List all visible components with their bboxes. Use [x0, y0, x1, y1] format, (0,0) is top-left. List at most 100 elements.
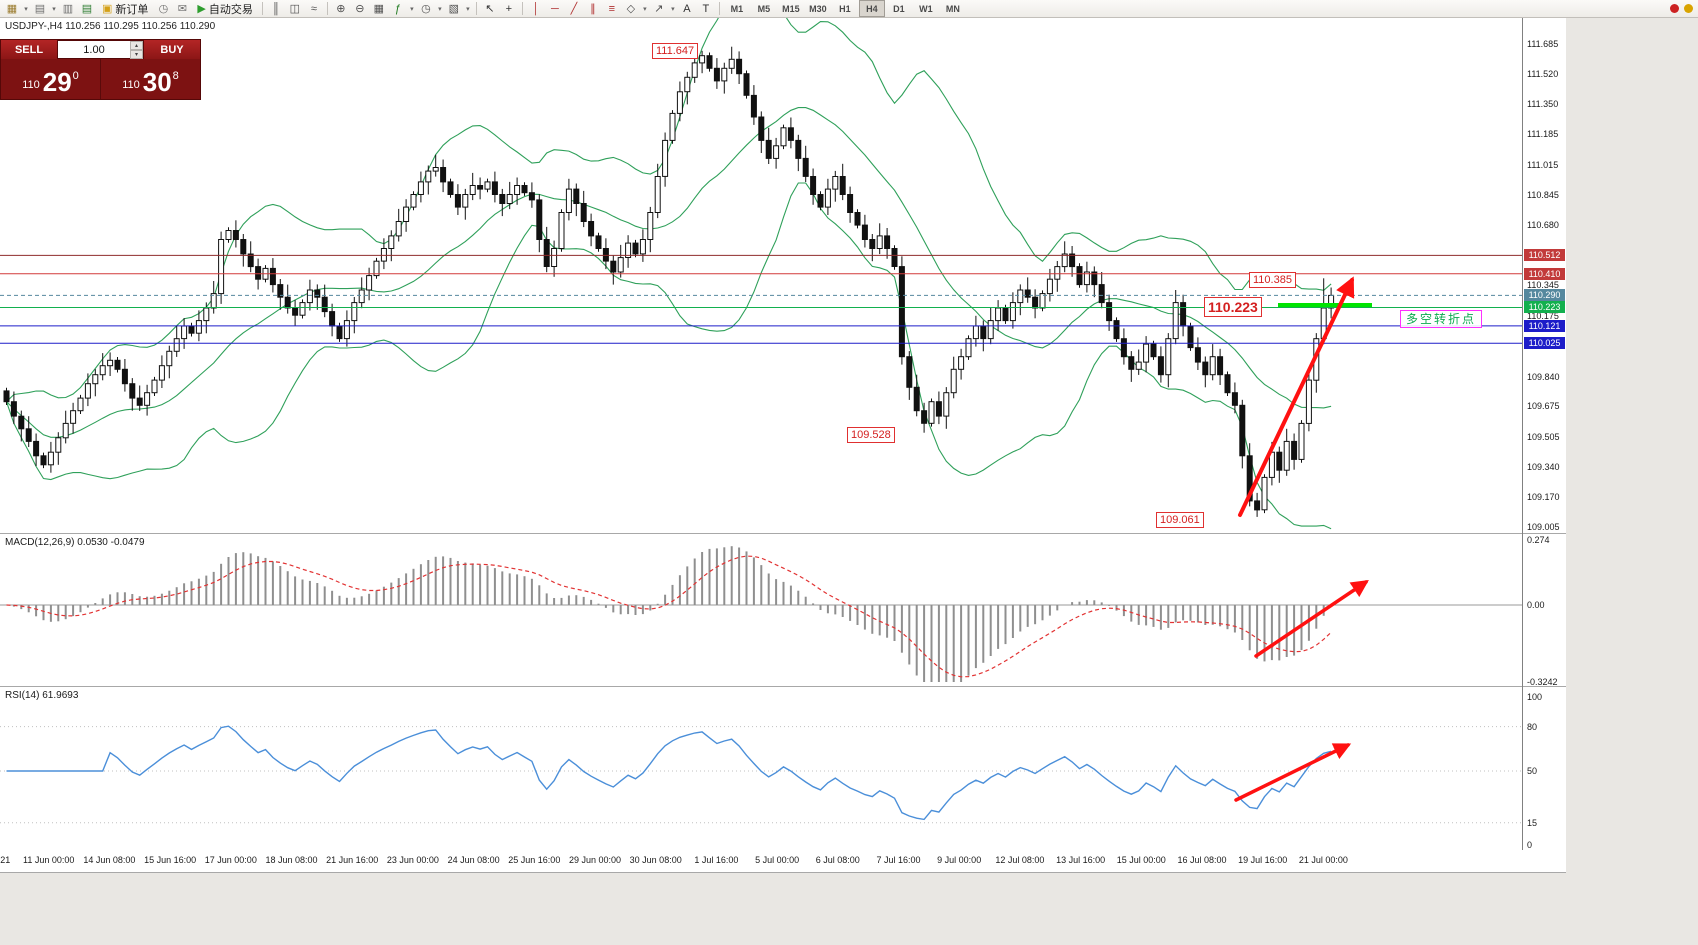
timeframe-d1[interactable]: D1 — [893, 3, 905, 14]
macd-signal-line — [6, 555, 1332, 678]
profiles-caret-icon[interactable]: ▾ — [52, 5, 56, 13]
buy-button[interactable]: BUY — [144, 40, 200, 59]
price-axis-value-box: 110.410 — [1524, 267, 1565, 280]
main-chart-plot[interactable] — [0, 18, 1522, 533]
time-axis-label: 14 Jun 08:00 — [83, 855, 136, 865]
time-axis-label: 15 Jul 00:00 — [1116, 855, 1166, 865]
horizontal-levels[interactable] — [0, 254, 1522, 344]
new-chart-caret-icon[interactable]: ▾ — [24, 5, 28, 13]
line-chart-icon[interactable]: ≈ — [310, 2, 317, 15]
toolbar-separator — [475, 2, 477, 15]
window-status-red-icon[interactable] — [1670, 4, 1679, 13]
arrows-icon[interactable]: ↗ — [654, 3, 664, 15]
price-axis-label: 109.675 — [1527, 401, 1560, 412]
time-axis-label: 6 Jul 08:00 — [815, 855, 860, 865]
ask-price: 110 30 8 — [101, 59, 200, 99]
timeframe-m15[interactable]: M15 — [782, 3, 800, 14]
templates-icon[interactable]: ▧ — [448, 3, 460, 15]
text-icon[interactable]: A — [683, 2, 691, 15]
toolbar-separator — [326, 2, 328, 15]
price-axis-border — [1522, 18, 1523, 850]
zoom-out-icon[interactable]: ⊖ — [355, 3, 365, 15]
volume-field[interactable]: 1.00 ▴ ▾ — [57, 40, 144, 59]
time-axis-label: 7 Jul 16:00 — [876, 855, 921, 865]
arrows-caret-icon[interactable]: ▾ — [671, 5, 675, 13]
candlestick-chart-icon[interactable]: ◫ — [289, 3, 301, 15]
macd-plot[interactable] — [0, 534, 1522, 686]
shapes-caret-icon[interactable]: ▾ — [643, 5, 647, 13]
price-axis-label: 110.345 — [1527, 280, 1559, 291]
data-window-icon[interactable]: ▤ — [81, 3, 93, 15]
sell-button[interactable]: SELL — [1, 40, 57, 59]
trendline-icon[interactable]: ╱ — [570, 3, 578, 15]
volume-decrease-button[interactable]: ▾ — [130, 50, 143, 59]
timeframe-h1[interactable]: H1 — [839, 3, 851, 14]
window-status-yellow-icon[interactable] — [1684, 4, 1693, 13]
periods-icon[interactable]: ◷ — [421, 3, 431, 15]
market-watch-icon[interactable]: ▥ — [62, 3, 74, 15]
crosshair-icon[interactable]: + — [505, 2, 513, 15]
volume-increase-button[interactable]: ▴ — [130, 41, 143, 50]
timeframe-mn[interactable]: MN — [945, 3, 960, 14]
templates-caret-icon[interactable]: ▾ — [466, 5, 470, 13]
time-axis-label: 23 Jun 00:00 — [386, 855, 439, 865]
price-axis-value-box: 110.223 — [1524, 301, 1565, 314]
time-axis-label: 13 Jul 16:00 — [1056, 855, 1106, 865]
price-axis-label: 109.340 — [1527, 461, 1560, 472]
bar-chart-icon[interactable]: ║ — [271, 2, 280, 15]
fibonacci-icon[interactable]: ≡ — [608, 2, 616, 15]
one-click-trading-panel: SELL 1.00 ▴ ▾ BUY 110 29 0 110 — [0, 39, 201, 100]
shapes-icon[interactable]: ◇ — [626, 3, 636, 15]
new-order-icon: ▣ — [102, 3, 113, 15]
rsi-level-lines — [0, 726, 1522, 824]
time-axis-label: 29 Jun 00:00 — [568, 855, 622, 865]
indicators-caret-icon[interactable]: ▾ — [410, 5, 414, 13]
profiles-icon[interactable]: ▤ — [34, 3, 46, 15]
timeframe-h4[interactable]: H4 — [858, 0, 885, 17]
time-axis-label: 5 Jul 00:00 — [755, 855, 800, 865]
vertical-line-icon[interactable]: │ — [532, 2, 540, 15]
text-label-icon[interactable]: T — [702, 2, 710, 15]
horizontal-line-icon[interactable]: ─ — [550, 2, 559, 15]
annotation-turning-point-note: 多空转折点 — [1400, 310, 1483, 328]
ask-pipette: 8 — [172, 70, 179, 82]
timeframe-m1[interactable]: M1 — [730, 3, 744, 14]
autotrade-button[interactable]: ▶ 自动交易 — [192, 1, 257, 17]
trend-arrow-main[interactable] — [1238, 276, 1355, 517]
price-axis[interactable]: 111.685 111.520 111.350 111.185 111.015 110.8… — [1523, 18, 1566, 850]
channel-icon[interactable]: ∥ — [590, 3, 596, 15]
periods-caret-icon[interactable]: ▾ — [438, 5, 442, 13]
time-axis-label: 17 Jun 00:00 — [204, 855, 257, 865]
timeframe-w1[interactable]: W1 — [919, 3, 933, 14]
tile-windows-icon[interactable]: ▦ — [373, 3, 385, 15]
trend-arrow-macd[interactable] — [1254, 580, 1369, 658]
trend-arrow-rsi[interactable] — [1234, 743, 1352, 802]
bid-price: 110 29 0 — [1, 59, 101, 99]
annotation-key-price: 110.223 — [1204, 297, 1262, 317]
timeframe-m5[interactable]: M5 — [757, 3, 771, 14]
toolbar-separator — [521, 2, 523, 15]
new-order-button-label: 新订单 — [115, 3, 149, 16]
new-order-button[interactable]: ▣ 新订单 — [97, 1, 153, 17]
indicators-icon[interactable]: ƒ — [394, 2, 401, 15]
rsi-plot[interactable] — [0, 687, 1522, 850]
time-axis-label: 25 Jun 16:00 — [508, 855, 561, 865]
mailbox-icon[interactable]: ✉ — [177, 3, 188, 15]
toolbar-separator — [718, 2, 720, 15]
new-chart-icon[interactable]: ▦ — [6, 3, 18, 15]
price-axis-label: 111.520 — [1527, 68, 1559, 79]
time-axis[interactable]: 9 Jun 2021 11 Jun 00:00 14 Jun 08:00 15 Jun… — [0, 850, 1523, 872]
timeframe-m30[interactable]: M30 — [809, 3, 827, 14]
cursor-icon[interactable]: ↖ — [485, 3, 495, 15]
time-axis-label: 11 Jun 00:00 — [22, 855, 75, 865]
highlight-segment[interactable] — [1278, 303, 1372, 307]
price-axis-label: 111.350 — [1527, 99, 1559, 110]
zoom-in-icon[interactable]: ⊕ — [336, 3, 346, 15]
alerts-icon[interactable]: ◷ — [158, 3, 169, 15]
price-axis-label: 109.005 — [1527, 521, 1560, 532]
chart-window: USDJPY-,H4 110.256 110.295 110.256 110.2… — [0, 18, 1566, 873]
autotrade-icon: ▶ — [197, 3, 206, 15]
price-axis-label: 110.680 — [1527, 220, 1559, 231]
time-axis-label: 15 Jun 16:00 — [144, 855, 197, 865]
volume-value[interactable]: 1.00 — [83, 43, 105, 56]
